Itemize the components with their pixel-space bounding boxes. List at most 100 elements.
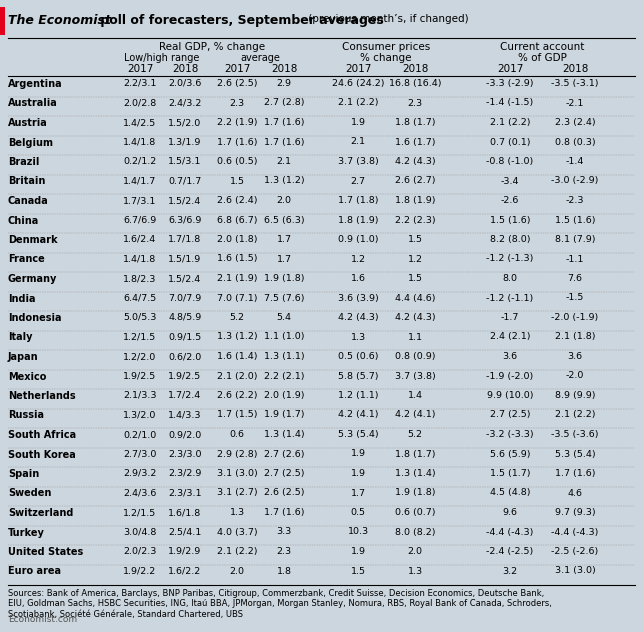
Text: 2018: 2018 (271, 64, 297, 74)
Text: -3.4: -3.4 (501, 176, 520, 186)
Text: 3.0/4.8: 3.0/4.8 (123, 528, 157, 537)
Text: 4.6: 4.6 (568, 489, 583, 497)
Text: 5.2: 5.2 (408, 430, 422, 439)
Text: 2.2/3.1: 2.2/3.1 (123, 79, 157, 88)
Text: 8.0 (8.2): 8.0 (8.2) (395, 528, 435, 537)
Text: 2.1 (2.2): 2.1 (2.2) (217, 547, 257, 556)
Text: 1.9: 1.9 (350, 469, 365, 478)
Text: -2.0 (-1.9): -2.0 (-1.9) (552, 313, 599, 322)
Text: 8.1 (7.9): 8.1 (7.9) (555, 235, 595, 244)
Text: 1.7 (1.5): 1.7 (1.5) (217, 411, 257, 420)
Text: Mexico: Mexico (8, 372, 46, 382)
Text: Low/high range: Low/high range (124, 53, 200, 63)
Text: 2.9: 2.9 (276, 79, 291, 88)
Text: 1.5/2.4: 1.5/2.4 (168, 196, 202, 205)
Text: 2.4/3.2: 2.4/3.2 (168, 99, 202, 107)
Text: 9.9 (10.0): 9.9 (10.0) (487, 391, 533, 400)
Text: 5.3 (5.4): 5.3 (5.4) (338, 430, 378, 439)
Text: 1.5/2.0: 1.5/2.0 (168, 118, 202, 127)
Text: 2.3: 2.3 (408, 99, 422, 107)
Text: 1.3 (1.2): 1.3 (1.2) (217, 332, 257, 341)
Text: 10.3: 10.3 (347, 528, 368, 537)
Text: -1.1: -1.1 (566, 255, 584, 264)
Text: 1.2/1.5: 1.2/1.5 (123, 332, 157, 341)
Text: 2.3: 2.3 (276, 547, 291, 556)
Text: 1.4/2.5: 1.4/2.5 (123, 118, 157, 127)
Text: 3.1 (3.0): 3.1 (3.0) (217, 469, 257, 478)
Text: 1.5: 1.5 (408, 235, 422, 244)
Text: 2.1 (1.9): 2.1 (1.9) (217, 274, 257, 283)
Text: 1.7 (1.6): 1.7 (1.6) (264, 508, 304, 517)
Text: 3.3: 3.3 (276, 528, 292, 537)
Text: 1.3: 1.3 (408, 566, 422, 576)
Text: Argentina: Argentina (8, 79, 62, 89)
Text: 0.2/1.2: 0.2/1.2 (123, 157, 157, 166)
Text: France: France (8, 255, 45, 265)
Text: 1.7: 1.7 (350, 489, 365, 497)
Text: 1.8 (1.7): 1.8 (1.7) (395, 118, 435, 127)
Text: poll of forecasters, September averages: poll of forecasters, September averages (96, 14, 384, 27)
Text: 2.1 (2.2): 2.1 (2.2) (555, 411, 595, 420)
Text: -4.4 (-4.3): -4.4 (-4.3) (486, 528, 534, 537)
Text: United States: United States (8, 547, 83, 557)
Text: 6.7/6.9: 6.7/6.9 (123, 216, 157, 224)
Text: 1.5: 1.5 (350, 566, 365, 576)
Text: -0.8 (-1.0): -0.8 (-1.0) (486, 157, 534, 166)
Text: 3.6: 3.6 (567, 352, 583, 361)
Text: 9.6: 9.6 (502, 508, 518, 517)
Text: 1.6 (1.4): 1.6 (1.4) (217, 352, 257, 361)
Text: 6.8 (6.7): 6.8 (6.7) (217, 216, 257, 224)
Text: 4.0 (3.7): 4.0 (3.7) (217, 528, 257, 537)
Text: 2.1: 2.1 (276, 157, 291, 166)
Text: 3.6 (3.9): 3.6 (3.9) (338, 293, 378, 303)
Text: 1.5/3.1: 1.5/3.1 (168, 157, 202, 166)
Text: 2.0/2.3: 2.0/2.3 (123, 547, 157, 556)
Text: 1.7 (1.8): 1.7 (1.8) (338, 196, 378, 205)
Text: 2.0 (1.8): 2.0 (1.8) (217, 235, 257, 244)
Text: 0.5: 0.5 (350, 508, 365, 517)
Text: 1.3 (1.4): 1.3 (1.4) (395, 469, 435, 478)
Text: 4.5 (4.8): 4.5 (4.8) (490, 489, 530, 497)
Text: 3.7 (3.8): 3.7 (3.8) (338, 157, 378, 166)
Text: 1.3/2.0: 1.3/2.0 (123, 411, 157, 420)
Text: 1.7 (1.6): 1.7 (1.6) (217, 138, 257, 147)
Text: 1.5 (1.6): 1.5 (1.6) (555, 216, 595, 224)
Text: -3.3 (-2.9): -3.3 (-2.9) (486, 79, 534, 88)
Text: 7.6: 7.6 (568, 274, 583, 283)
Text: 0.9/1.5: 0.9/1.5 (168, 332, 202, 341)
Text: 1.4/3.3: 1.4/3.3 (168, 411, 202, 420)
Text: 2.9 (2.8): 2.9 (2.8) (217, 449, 257, 458)
Text: -2.0: -2.0 (566, 372, 584, 380)
Text: 1.9/2.5: 1.9/2.5 (123, 372, 157, 380)
Text: 16.8 (16.4): 16.8 (16.4) (389, 79, 441, 88)
Text: 7.0 (7.1): 7.0 (7.1) (217, 293, 257, 303)
Text: 2.3/3.0: 2.3/3.0 (168, 449, 202, 458)
Text: 1.7/1.8: 1.7/1.8 (168, 235, 202, 244)
Text: India: India (8, 293, 35, 303)
Text: 1.3: 1.3 (350, 332, 366, 341)
Text: 1.5 (1.7): 1.5 (1.7) (490, 469, 530, 478)
Text: 2017: 2017 (127, 64, 153, 74)
Text: 1.6: 1.6 (350, 274, 365, 283)
Text: 1.9: 1.9 (350, 547, 365, 556)
Text: 0.6 (0.5): 0.6 (0.5) (217, 157, 257, 166)
Text: 2.1 (2.2): 2.1 (2.2) (338, 99, 378, 107)
Text: Economist.com: Economist.com (8, 615, 77, 624)
Text: Indonesia: Indonesia (8, 313, 62, 323)
Text: South Africa: South Africa (8, 430, 76, 440)
Text: 5.2: 5.2 (230, 313, 244, 322)
Text: 2018: 2018 (562, 64, 588, 74)
Text: -1.7: -1.7 (501, 313, 519, 322)
Text: 2.0 (1.9): 2.0 (1.9) (264, 391, 304, 400)
Text: 1.4/1.8: 1.4/1.8 (123, 255, 157, 264)
Text: 1.6/1.8: 1.6/1.8 (168, 508, 202, 517)
Text: Denmark: Denmark (8, 235, 58, 245)
Text: 1.3 (1.2): 1.3 (1.2) (264, 176, 304, 186)
Text: 1.9 (1.8): 1.9 (1.8) (264, 274, 304, 283)
Text: 2.3/2.9: 2.3/2.9 (168, 469, 202, 478)
Text: 5.6 (5.9): 5.6 (5.9) (490, 449, 530, 458)
Text: 2.0: 2.0 (276, 196, 291, 205)
Text: 1.7 (1.6): 1.7 (1.6) (555, 469, 595, 478)
Text: -2.5 (-2.6): -2.5 (-2.6) (552, 547, 599, 556)
Text: 1.8: 1.8 (276, 566, 291, 576)
